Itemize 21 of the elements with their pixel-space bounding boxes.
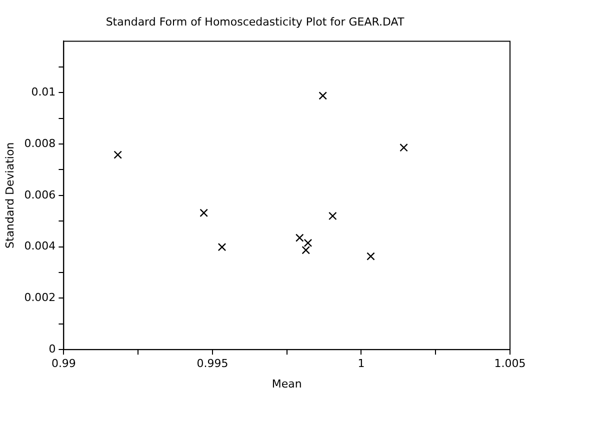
y-tick-label: 0.006 [24,188,56,202]
point [114,150,122,159]
x-tick-label: 1 [358,357,365,370]
point [400,143,408,152]
x-tick-label: 1.005 [494,357,526,370]
y-tick-label: 0.01 [31,85,56,98]
y-tick-label: 0.004 [24,240,56,253]
y-tick-label: 0.008 [24,136,56,150]
y-tick-label: 0.002 [24,291,56,304]
chart-title: Standard Form of Homoscedasticity Plot for GEAR.DAT [106,15,404,28]
point [296,234,304,242]
point [218,242,226,252]
point [366,252,375,260]
x-tick-label: 0.99 [51,357,76,370]
point [328,212,337,220]
point [200,208,208,218]
x-tick-label: 0.995 [196,357,228,370]
y-axis-title: Standard Deviation [3,142,16,248]
y-tick-label: 0 [48,342,56,356]
point [318,92,327,100]
x-axis-title: Mean [272,377,302,390]
